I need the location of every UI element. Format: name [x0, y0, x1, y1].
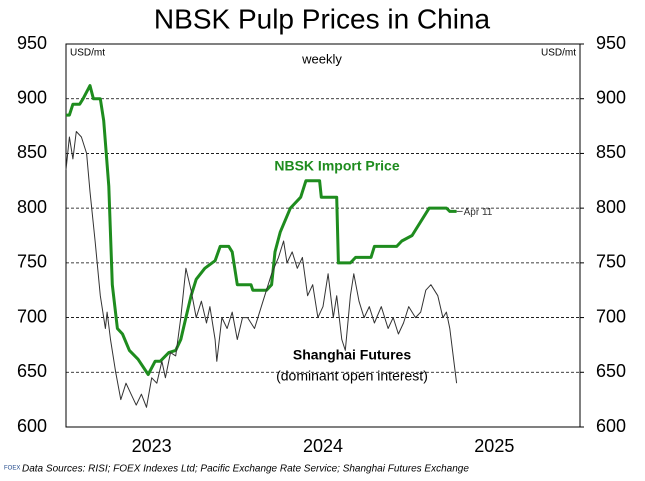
y2-tick-label: 750: [596, 252, 626, 272]
series-note: (dominant open interest): [276, 368, 428, 384]
y-tick-label: 800: [17, 197, 47, 217]
x-tick-label: 2023: [132, 436, 172, 456]
y2-tick-label: 700: [596, 306, 626, 326]
plot-area: [65, 43, 581, 428]
y2-tick-label: 600: [596, 416, 626, 436]
x-tick-label: 2024: [303, 436, 343, 456]
end-label: Apr 11: [464, 207, 493, 218]
series-line: [65, 131, 458, 408]
chart-subtitle: weekly: [301, 51, 342, 66]
y2-tick-label: 950: [596, 33, 626, 53]
y2-axis-unit: USD/mt: [541, 48, 576, 59]
series-label: NBSK Import Price: [274, 158, 399, 174]
y-tick-label: 850: [17, 142, 47, 162]
x-tick-label: 2025: [474, 436, 514, 456]
y2-tick-label: 800: [596, 197, 626, 217]
y2-tick-label: 850: [596, 142, 626, 162]
footer: Data Sources: RISI; FOEX Indexes Ltd; Pa…: [22, 464, 469, 475]
y-tick-label: 650: [17, 361, 47, 381]
series-line: [66, 84, 457, 376]
logo: FOEX: [4, 466, 20, 472]
y-tick-label: 750: [17, 252, 47, 272]
y-tick-label: 900: [17, 87, 47, 107]
chart-title: NBSK Pulp Prices in China: [154, 3, 491, 34]
y2-tick-label: 650: [596, 361, 626, 381]
series-label: Shanghai Futures: [293, 347, 411, 363]
y-axis-unit: USD/mt: [70, 48, 105, 59]
y2-tick-label: 900: [596, 87, 626, 107]
y-tick-label: 600: [17, 416, 47, 436]
y-tick-label: 950: [17, 33, 47, 53]
y-tick-label: 700: [17, 306, 47, 326]
